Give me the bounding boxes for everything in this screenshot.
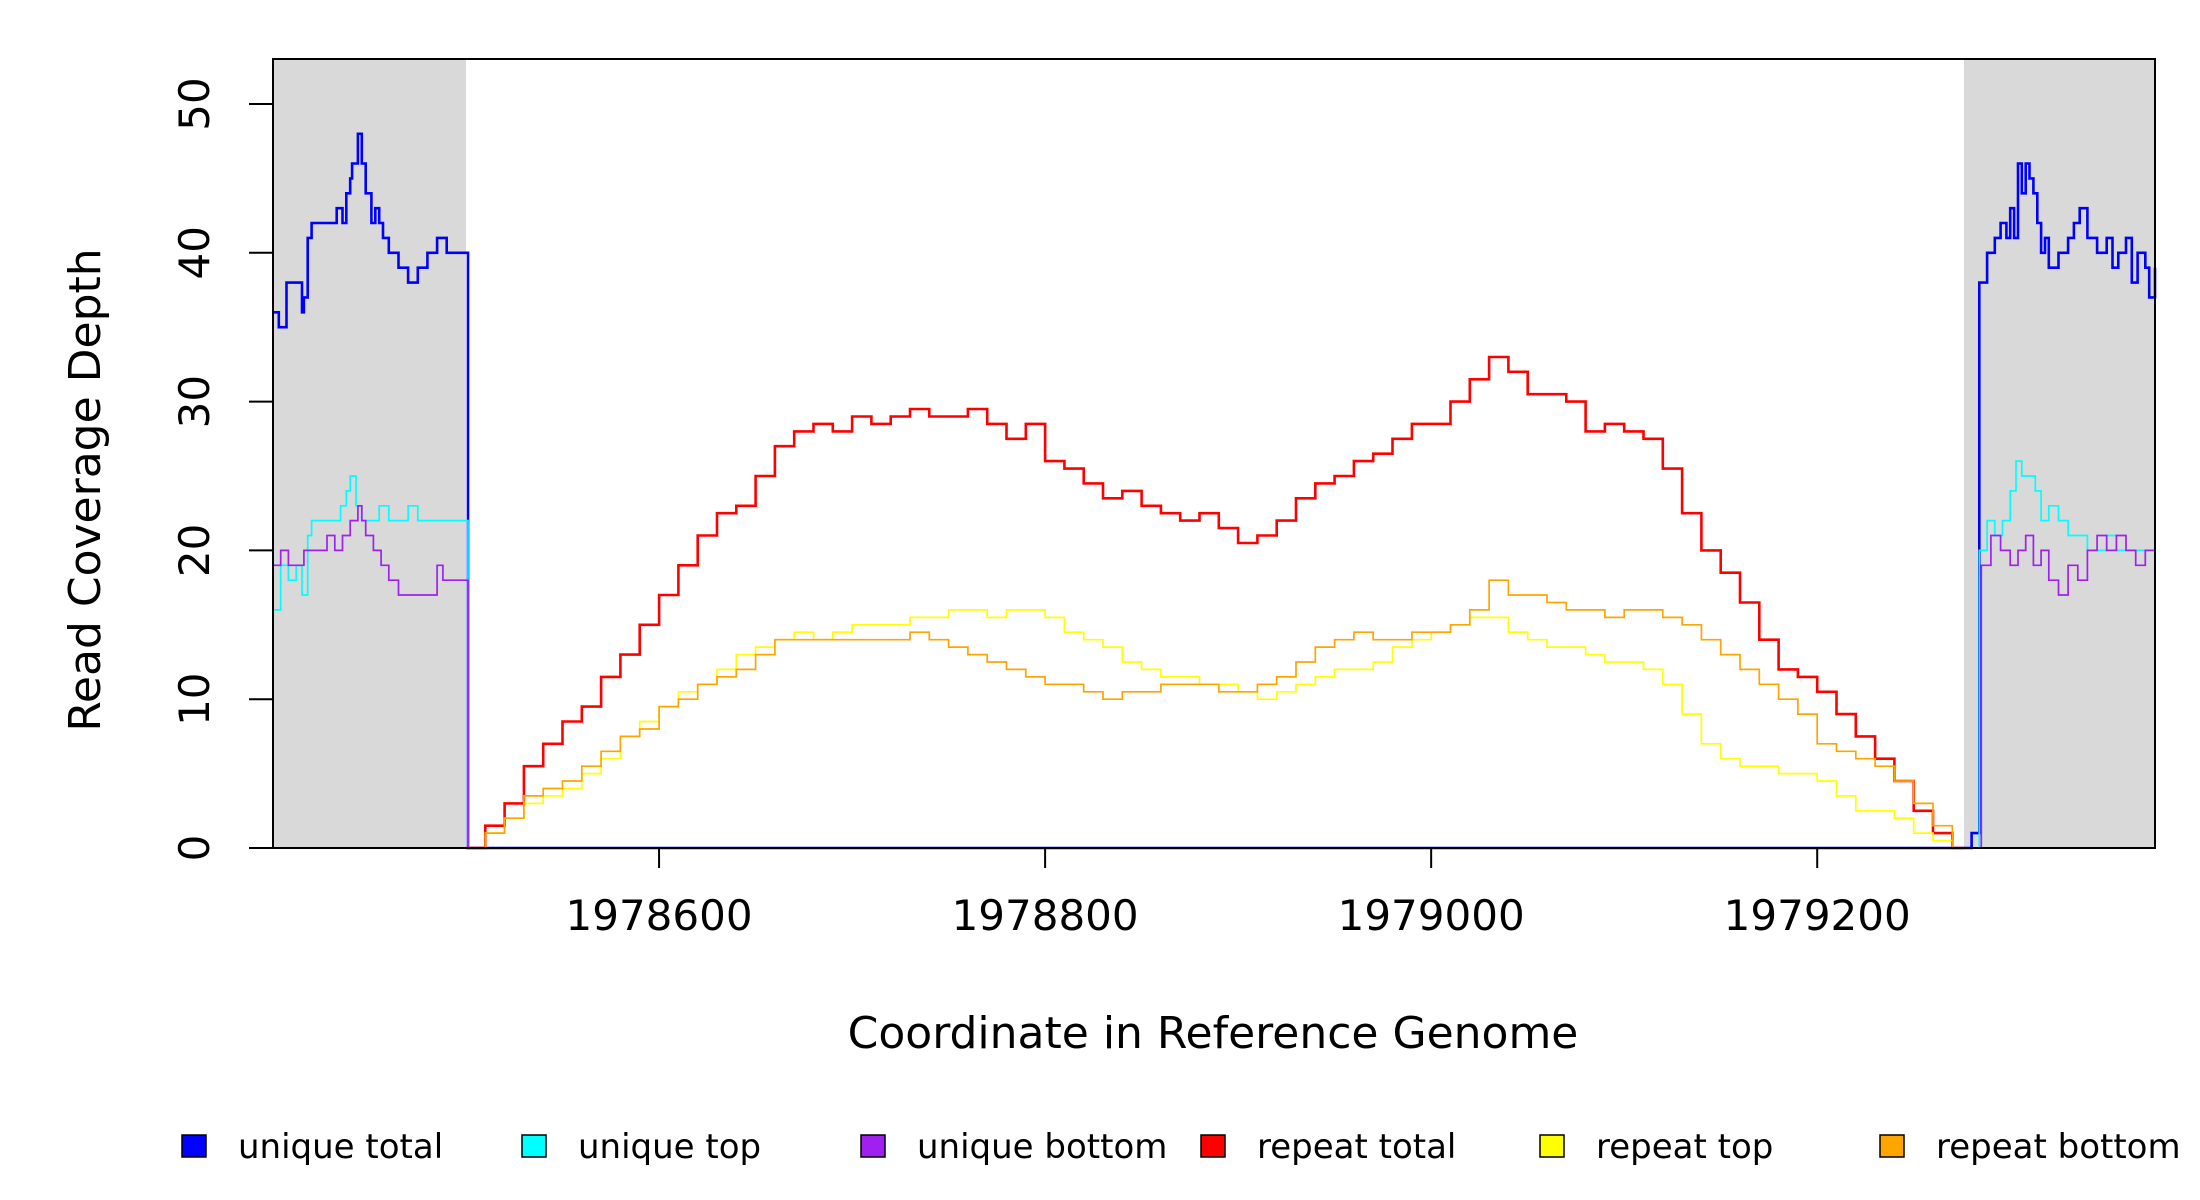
x-axis: 1978600 1978800 1979000 1979200 [566, 847, 1911, 940]
shaded-region-1 [273, 59, 467, 848]
legend-swatch-repeat-top [1539, 1134, 1565, 1158]
series-line-repeat-total [466, 355, 1964, 850]
series-line-unique-top [273, 460, 2155, 849]
series-line-repeat-top [466, 609, 1964, 849]
series-line-unique-total [273, 132, 2157, 850]
plot-frame [272, 58, 2156, 849]
shaded-region-2 [1963, 59, 2155, 848]
x-tick-label: 1979200 [1724, 891, 1911, 940]
y-tick-label: 0 [170, 835, 219, 862]
series-lines [273, 132, 2157, 850]
y-tick-label: 10 [170, 672, 219, 725]
x-tick-label: 1979000 [1338, 891, 1525, 940]
legend: unique total unique top unique bottom repea… [181, 1127, 2181, 1167]
y-tick-label: 30 [170, 375, 219, 428]
legend-label-repeat-total: repeat total [1257, 1127, 1456, 1167]
y-tick-label: 20 [170, 524, 219, 577]
legend-swatch-repeat-bottom [1879, 1134, 1905, 1158]
x-tick-label: 1978800 [952, 891, 1139, 940]
x-tick-label: 1978600 [566, 891, 753, 940]
legend-swatch-unique-top [521, 1134, 547, 1158]
legend-label-unique-total: unique total [238, 1127, 443, 1167]
y-tick-label: 50 [170, 77, 219, 130]
y-axis: 0 10 20 30 40 50 [170, 77, 274, 862]
legend-swatch-unique-total [181, 1134, 207, 1158]
shaded-regions [273, 59, 2155, 848]
legend-label-unique-top: unique top [578, 1127, 761, 1167]
legend-label-repeat-top: repeat top [1596, 1127, 1773, 1167]
series-line-repeat-bottom [466, 579, 1964, 849]
y-axis-title: Read Coverage Depth [60, 248, 111, 731]
x-axis-title: Coordinate in Reference Genome [848, 1008, 1579, 1059]
legend-swatch-unique-bottom [860, 1134, 886, 1158]
series-line-unique-bottom [273, 504, 2156, 849]
legend-label-repeat-bottom: repeat bottom [1936, 1127, 2181, 1167]
legend-label-unique-bottom: unique bottom [917, 1127, 1167, 1167]
y-tick-label: 40 [170, 226, 219, 279]
legend-swatch-repeat-total [1200, 1134, 1226, 1158]
